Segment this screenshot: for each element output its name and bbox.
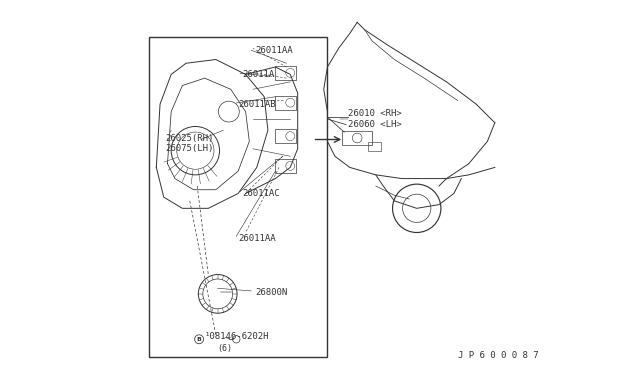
Bar xyxy=(275,159,296,173)
Bar xyxy=(275,129,296,143)
Text: 26010 <RH>
26060 <LH>: 26010 <RH> 26060 <LH> xyxy=(348,109,402,129)
Text: B: B xyxy=(196,337,202,342)
Text: 26011AC: 26011AC xyxy=(242,189,280,198)
Text: 26011AB: 26011AB xyxy=(238,100,276,109)
Bar xyxy=(342,131,372,145)
Bar xyxy=(275,66,296,80)
Bar xyxy=(369,142,381,151)
Text: ¹08146-6202H: ¹08146-6202H xyxy=(205,332,269,341)
Text: 26011AA: 26011AA xyxy=(238,234,276,243)
Text: 26011AA: 26011AA xyxy=(255,46,292,55)
Bar xyxy=(275,96,296,110)
Bar xyxy=(149,37,328,357)
Text: 26800N: 26800N xyxy=(255,288,287,296)
Text: 26011A: 26011A xyxy=(242,70,274,79)
Text: J P 6 0 0 0 8 7: J P 6 0 0 0 8 7 xyxy=(458,351,538,360)
Text: (6): (6) xyxy=(218,344,233,353)
Text: 26025(RH)
26075(LH): 26025(RH) 26075(LH) xyxy=(166,134,214,153)
